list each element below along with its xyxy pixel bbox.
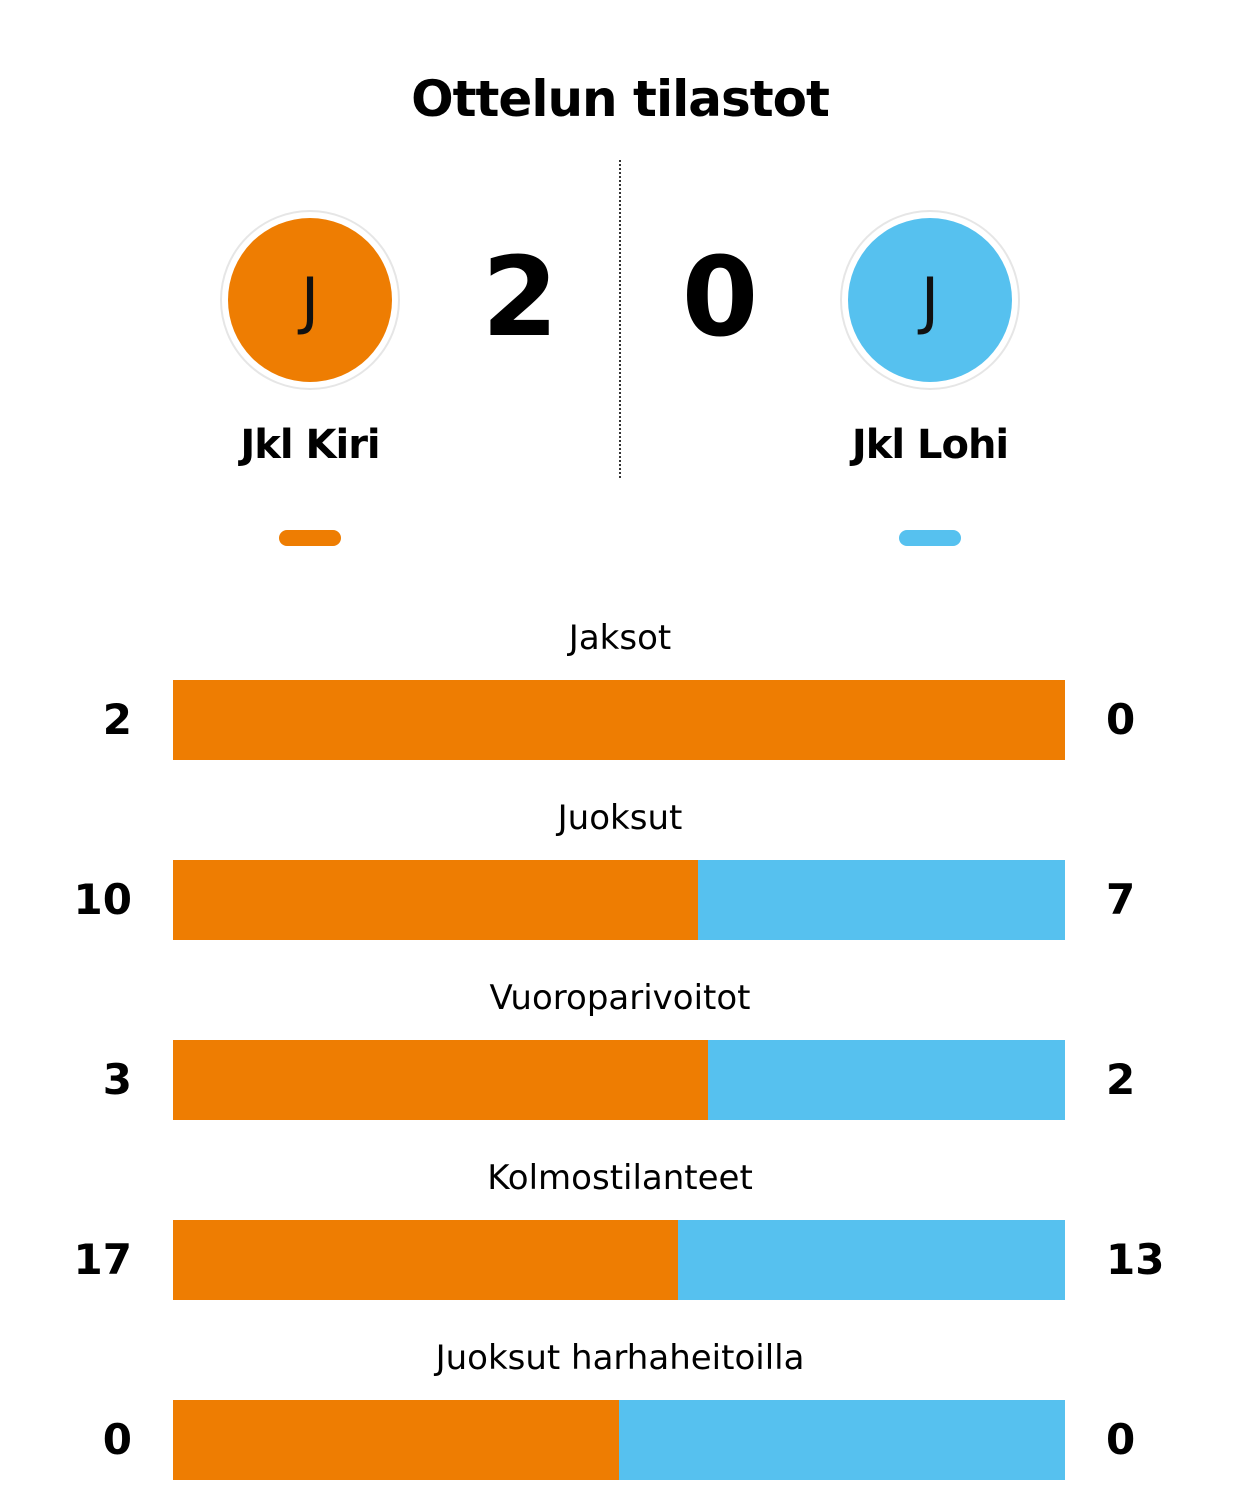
- stat-label: Vuoroparivoitot: [489, 978, 751, 1018]
- home-stat-value: 2: [102, 695, 132, 744]
- away-score: 0: [681, 233, 759, 361]
- away-stat-value: 0: [1106, 695, 1136, 744]
- home-bar-segment: [173, 860, 698, 940]
- away-team-logo: J: [840, 210, 1020, 390]
- away-bar-segment: [678, 1220, 1065, 1300]
- home-team-name: Jkl Kiri: [240, 422, 380, 468]
- away-bar-segment: [698, 860, 1065, 940]
- home-stat-value: 10: [73, 875, 132, 924]
- home-stat-value: 17: [73, 1235, 132, 1284]
- away-stat-value: 2: [1106, 1055, 1136, 1104]
- stat-label: Juoksut: [557, 798, 683, 838]
- away-stat-value: 13: [1106, 1235, 1165, 1284]
- score-divider: [619, 160, 621, 478]
- home-bar-segment: [173, 1220, 678, 1300]
- home-team-color-marker: [279, 530, 341, 546]
- home-stat-value: 3: [102, 1055, 132, 1104]
- away-bar-segment: [619, 1400, 1065, 1480]
- stat-bar: [173, 1400, 1065, 1480]
- home-stat-value: 0: [102, 1415, 132, 1464]
- stat-label: Kolmostilanteet: [487, 1158, 753, 1198]
- home-team-logo-letter: J: [228, 218, 392, 382]
- stat-label: Jaksot: [568, 618, 672, 658]
- stat-label: Juoksut harhaheitoilla: [435, 1338, 805, 1378]
- stat-bar: [173, 860, 1065, 940]
- away-bar-segment: [708, 1040, 1065, 1120]
- away-stat-value: 0: [1106, 1415, 1136, 1464]
- stat-bar: [173, 680, 1065, 760]
- stat-bar: [173, 1040, 1065, 1120]
- away-team-name: Jkl Lohi: [851, 422, 1009, 468]
- away-team-logo-letter: J: [848, 218, 1012, 382]
- away-stat-value: 7: [1106, 875, 1136, 924]
- home-bar-segment: [173, 1400, 619, 1480]
- home-team-logo: J: [220, 210, 400, 390]
- home-bar-segment: [173, 680, 1065, 760]
- home-score: 2: [481, 233, 559, 361]
- page-title: Ottelun tilastot: [411, 70, 830, 128]
- home-bar-segment: [173, 1040, 708, 1120]
- away-team-color-marker: [899, 530, 961, 546]
- stat-bar: [173, 1220, 1065, 1300]
